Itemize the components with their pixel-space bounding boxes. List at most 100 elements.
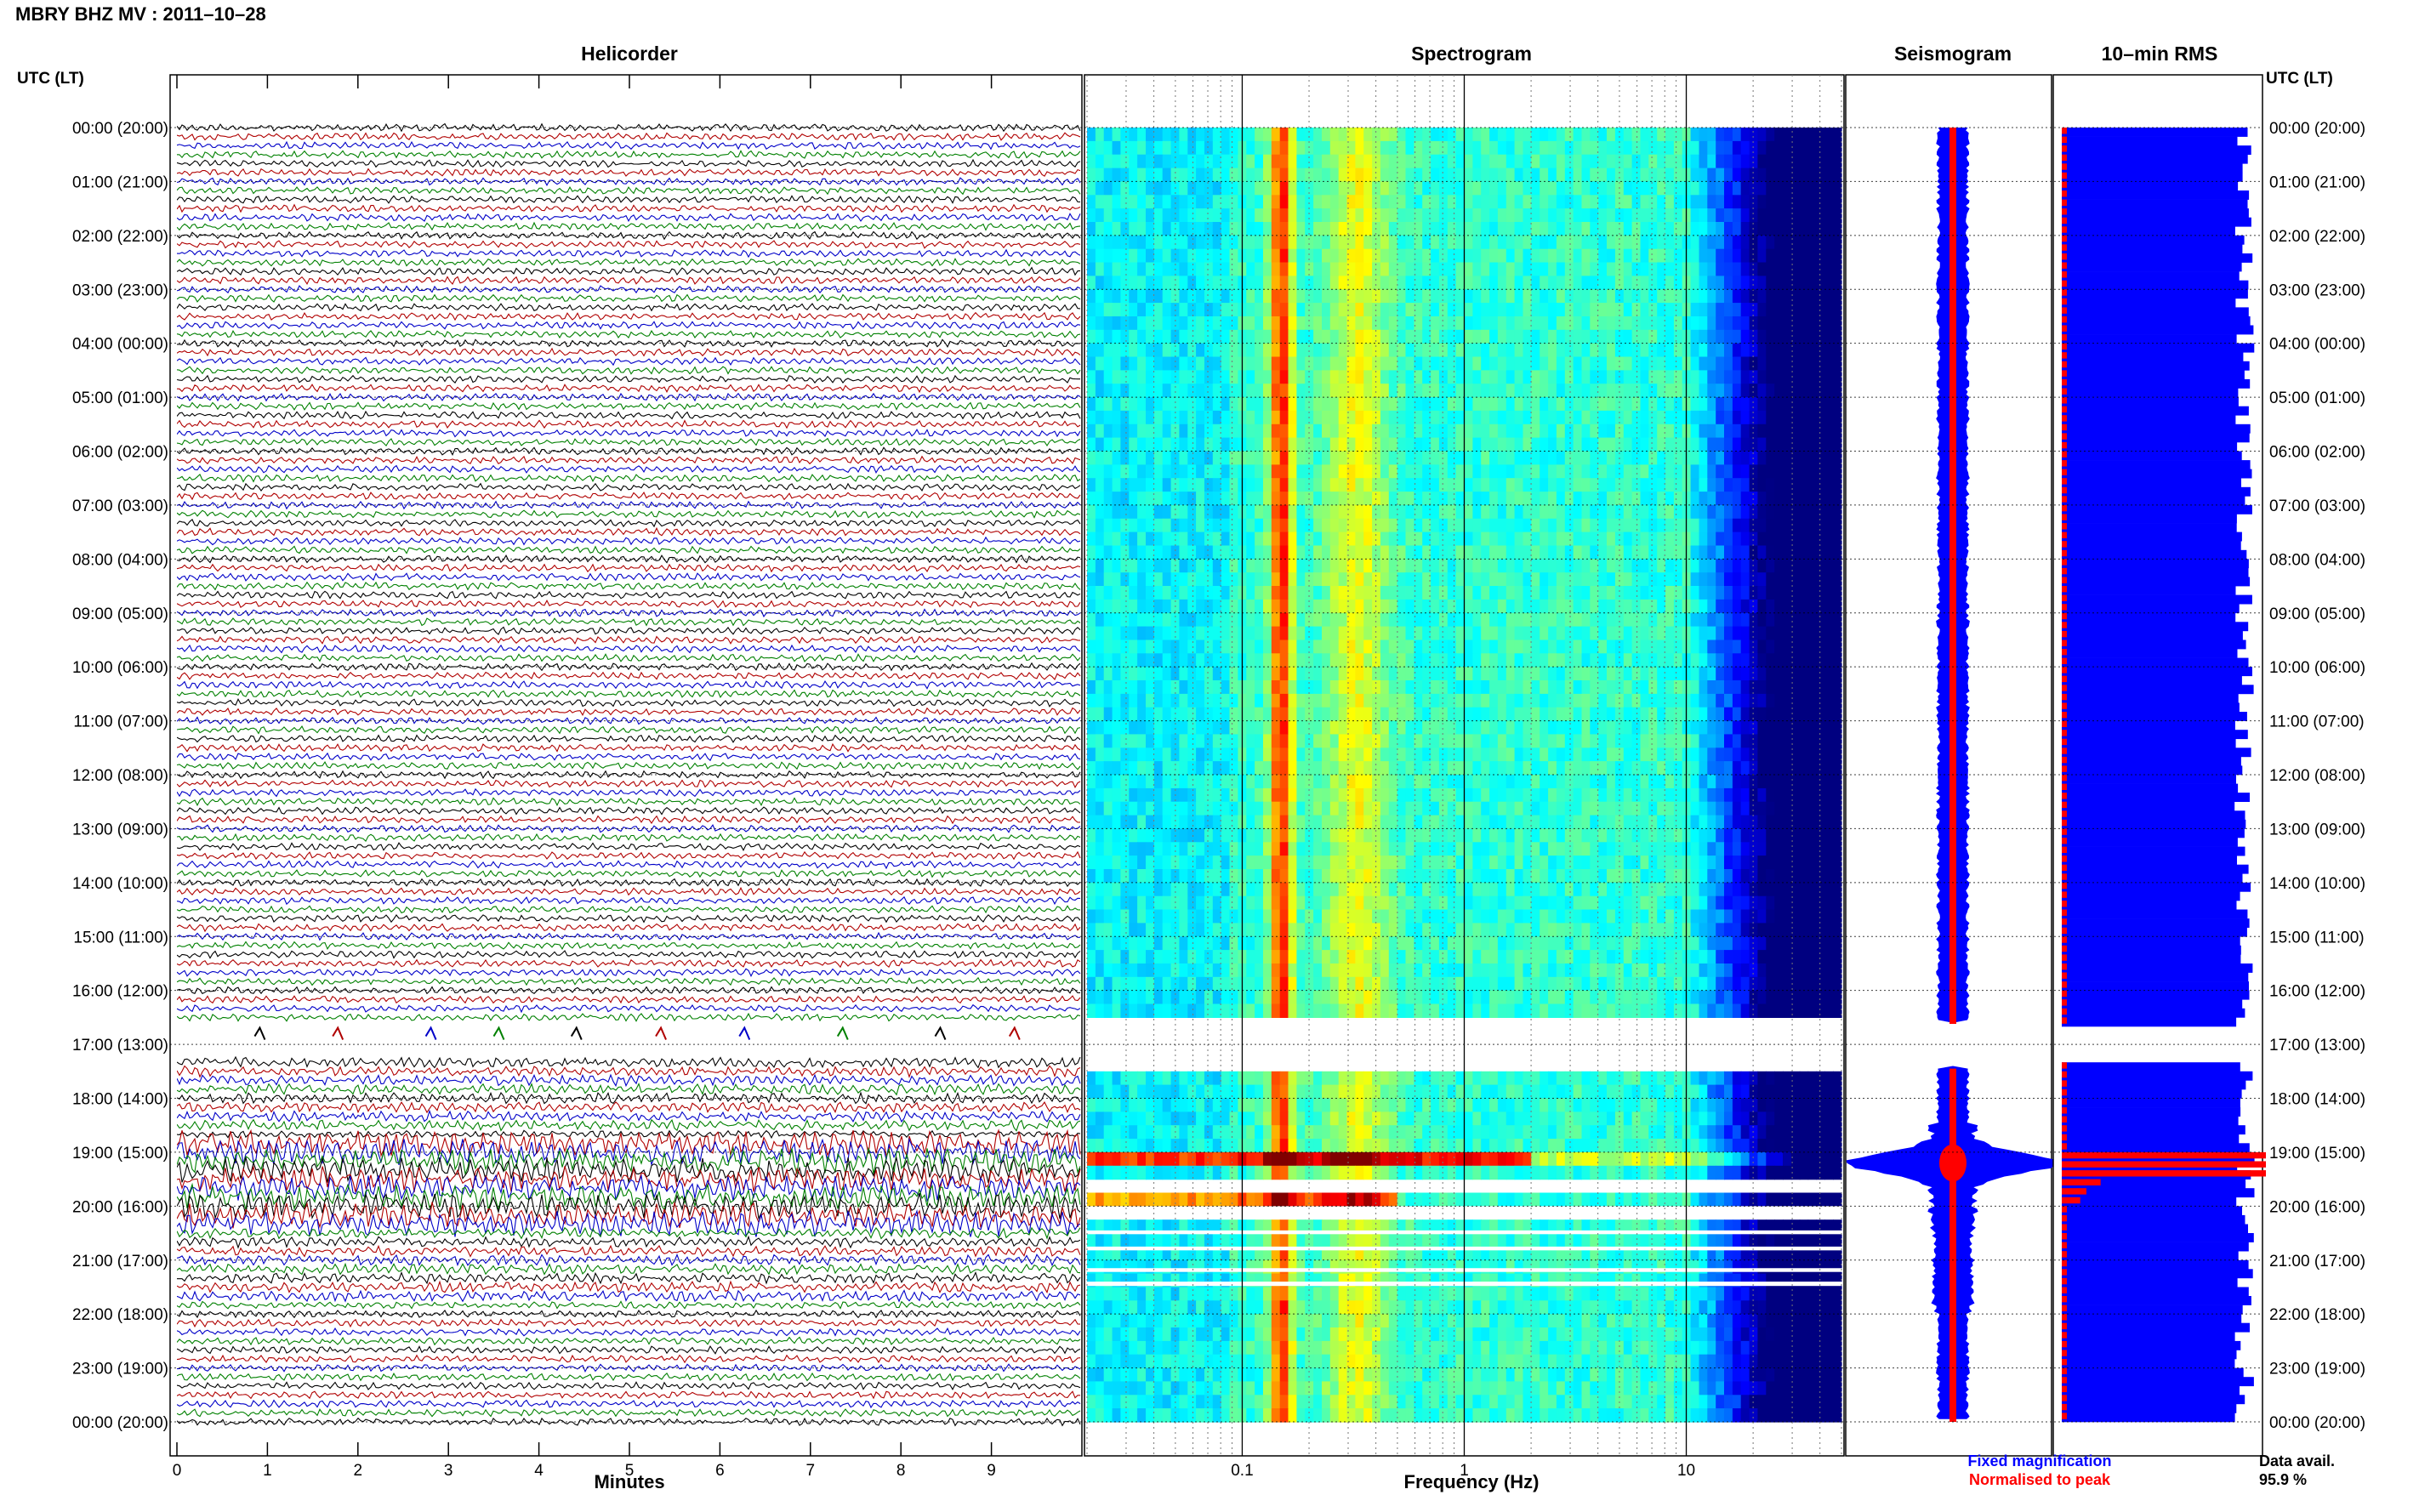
spectrogram-cell	[1137, 801, 1147, 816]
spectrogram-cell	[1279, 842, 1289, 856]
spectrogram-cell	[1422, 437, 1431, 452]
helicorder-trace	[177, 338, 1080, 348]
helicorder-trace	[177, 923, 1081, 933]
spectrogram-cell	[1129, 262, 1138, 276]
spectrogram-cell	[1204, 248, 1214, 264]
spectrogram-cell	[1790, 451, 1801, 465]
spectrogram-cell	[1548, 222, 1557, 236]
spectrogram-cell	[1816, 451, 1825, 465]
spectrogram-cell	[1774, 504, 1784, 520]
spectrogram-cell	[1564, 262, 1574, 276]
spectrogram-cell	[1548, 734, 1557, 748]
spectrogram-cell	[1531, 329, 1540, 344]
spectrogram-cell	[1146, 572, 1155, 587]
spectrogram-cell	[1388, 787, 1398, 803]
spectrogram-cell	[1790, 653, 1801, 668]
spectrogram-cell	[1095, 478, 1105, 492]
spectrogram-cell	[1288, 154, 1297, 169]
spectrogram-cell	[1707, 343, 1716, 358]
spectrogram-cell	[1690, 303, 1700, 317]
spectrogram-cell	[1087, 437, 1096, 452]
spectrogram-cell	[1447, 195, 1457, 209]
spectrogram-cell	[1531, 815, 1540, 830]
spectrogram-cell	[1740, 464, 1750, 479]
spectrogram-cell	[1556, 545, 1566, 560]
helicorder-trace	[177, 1336, 1081, 1346]
spectrogram-cell	[1296, 168, 1306, 183]
spectrogram-cell	[1531, 599, 1540, 614]
spectrogram-cell	[1774, 492, 1784, 506]
spectrogram-cell	[1531, 747, 1540, 762]
spectrogram-cell	[1346, 787, 1356, 803]
spectrogram-cell	[1129, 680, 1138, 695]
spectrogram-cell	[1673, 464, 1683, 479]
spectrogram-cell	[1103, 504, 1113, 520]
spectrogram-cell	[1690, 478, 1700, 492]
spectrogram-cell	[1405, 720, 1414, 736]
spectrogram-cell	[1397, 303, 1407, 317]
spectrogram-cell	[1790, 235, 1801, 250]
spectrogram-cell	[1296, 222, 1306, 236]
spectrogram-cell	[1322, 208, 1331, 223]
spectrogram-cell	[1120, 734, 1130, 748]
spectrogram-cell	[1120, 384, 1130, 398]
spectrogram-cell	[1648, 667, 1658, 681]
spectrogram-cell	[1137, 451, 1147, 465]
spectrogram-cell	[1422, 248, 1431, 264]
spectrogram-cell	[1263, 343, 1272, 358]
spectrogram-cell	[1112, 504, 1122, 520]
spectrogram-cell	[1757, 667, 1767, 681]
spectrogram-cell	[1716, 775, 1725, 789]
spectrogram-cell	[1380, 140, 1390, 156]
spectrogram-cell	[1556, 128, 1566, 142]
spectrogram-cell	[1732, 276, 1742, 290]
spectrogram-cell	[1783, 787, 1792, 803]
spectrogram-cell	[1657, 235, 1666, 250]
spectrogram-cell	[1187, 545, 1197, 560]
spectrogram-cell	[1255, 384, 1264, 398]
spectrogram-cell	[1263, 801, 1272, 816]
spectrogram-cell	[1648, 222, 1658, 236]
spectrogram-cell	[1740, 801, 1750, 816]
spectrogram-cell	[1598, 464, 1608, 479]
spectrogram-cell	[1648, 140, 1658, 156]
spectrogram-cell	[1749, 504, 1759, 520]
spectrogram-cell	[1338, 384, 1348, 398]
spectrogram-cell	[1590, 154, 1599, 169]
spectrogram-cell	[1648, 720, 1658, 736]
spectrogram-cell	[1548, 478, 1557, 492]
spectrogram-cell	[1581, 734, 1591, 748]
spectrogram-cell	[1581, 423, 1591, 439]
spectrogram-cell	[1221, 761, 1231, 776]
spectrogram-cell	[1623, 181, 1633, 196]
spectrogram-cell	[1607, 531, 1616, 547]
spectrogram-cell	[1103, 639, 1113, 654]
spectrogram-cell	[1187, 747, 1197, 762]
spectrogram-cell	[1204, 707, 1214, 722]
spectrogram-cell	[1716, 626, 1725, 641]
spectrogram-cell	[1531, 801, 1540, 816]
spectrogram-cell	[1623, 464, 1633, 479]
spectrogram-cell	[1329, 168, 1340, 183]
spectrogram-cell	[1279, 248, 1289, 264]
spectrogram-cell	[1472, 734, 1482, 748]
spectrogram-cell	[1355, 208, 1364, 223]
spectrogram-cell	[1372, 626, 1381, 641]
spectrogram-cell	[1807, 761, 1818, 776]
spectrogram-cell	[1531, 208, 1540, 223]
spectrogram-cell	[1355, 451, 1364, 465]
spectrogram-cell	[1699, 222, 1708, 236]
spectrogram-cell	[1573, 599, 1583, 614]
spectrogram-cell	[1556, 478, 1566, 492]
spectrogram-cell	[1146, 343, 1155, 358]
spectrogram-cell	[1614, 572, 1625, 587]
spectrogram-cell	[1187, 329, 1197, 344]
spectrogram-cell	[1103, 828, 1113, 843]
spectrogram-cell	[1153, 626, 1164, 641]
spectrogram-cell	[1288, 693, 1297, 708]
spectrogram-cell	[1833, 262, 1842, 276]
spectrogram-cell	[1766, 734, 1775, 748]
spectrogram-cell	[1263, 680, 1272, 695]
spectrogram-cell	[1573, 235, 1583, 250]
spectrogram-cell	[1590, 775, 1599, 789]
